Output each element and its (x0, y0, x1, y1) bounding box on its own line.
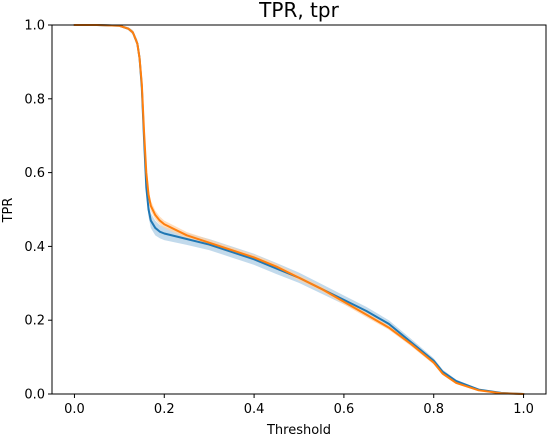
x-tick-label: 0.8 (423, 402, 444, 417)
x-tick-label: 0.6 (334, 402, 355, 417)
x-tick-label: 0.4 (244, 402, 265, 417)
y-tick-label: 0.6 (24, 166, 45, 181)
x-tick-label: 1.0 (513, 402, 534, 417)
y-axis-label: TPR (1, 198, 16, 224)
y-tick-label: 1.0 (24, 19, 45, 34)
series-2-line (73, 24, 525, 395)
y-tick-label: 0.0 (24, 388, 45, 403)
y-axis-ticks: 0.0 0.2 0.4 0.6 0.8 1.0 (24, 19, 52, 403)
y-tick-label: 0.4 (24, 240, 45, 255)
chart-title: TPR, tpr (258, 0, 339, 22)
y-tick-label: 0.2 (24, 314, 45, 329)
plot-area (73, 24, 525, 395)
series-lines (73, 24, 525, 395)
x-axis-ticks: 0.0 0.2 0.4 0.6 0.8 1.0 (64, 394, 534, 417)
x-tick-label: 0.0 (64, 402, 85, 417)
plot-frame (51, 24, 547, 395)
y-tick-label: 0.8 (24, 92, 45, 107)
x-axis-label: Threshold (266, 423, 331, 437)
x-tick-label: 0.2 (154, 402, 175, 417)
